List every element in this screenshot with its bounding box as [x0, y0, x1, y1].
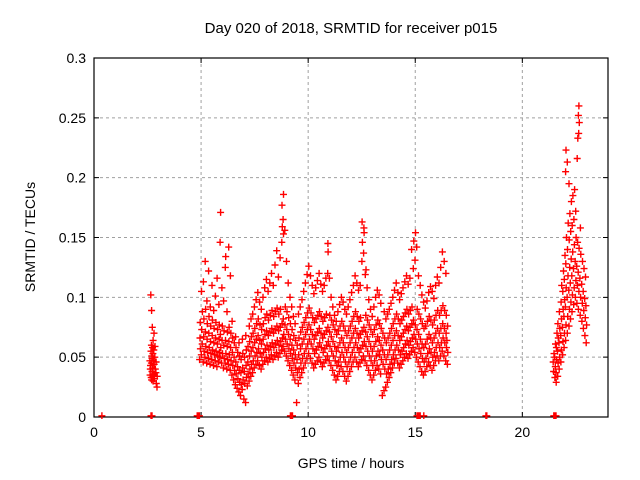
y-axis-label: SRMTID / TECUs: [22, 181, 38, 293]
grid-lines: [94, 58, 608, 417]
x-tick-label: 15: [407, 424, 423, 440]
y-tick-label: 0.3: [67, 50, 87, 66]
tick-marks: [93, 57, 608, 418]
y-tick-label: 0.05: [59, 349, 86, 365]
y-tick-label: 0: [78, 409, 86, 425]
x-tick-label: 0: [90, 424, 98, 440]
y-tick-label: 0.15: [59, 230, 86, 246]
x-tick-label: 5: [197, 424, 205, 440]
chart-title: Day 020 of 2018, SRMTID for receiver p01…: [204, 20, 498, 37]
x-tick-label: 10: [300, 424, 316, 440]
x-axis-label: GPS time / hours: [297, 455, 405, 471]
x-tick-label: 20: [515, 424, 531, 440]
plot-border: [93, 57, 609, 418]
y-tick-label: 0.25: [59, 110, 86, 126]
scatter-points: [98, 102, 591, 419]
y-tick-label: 0.2: [67, 170, 87, 186]
y-tick-label: 0.1: [67, 289, 87, 305]
